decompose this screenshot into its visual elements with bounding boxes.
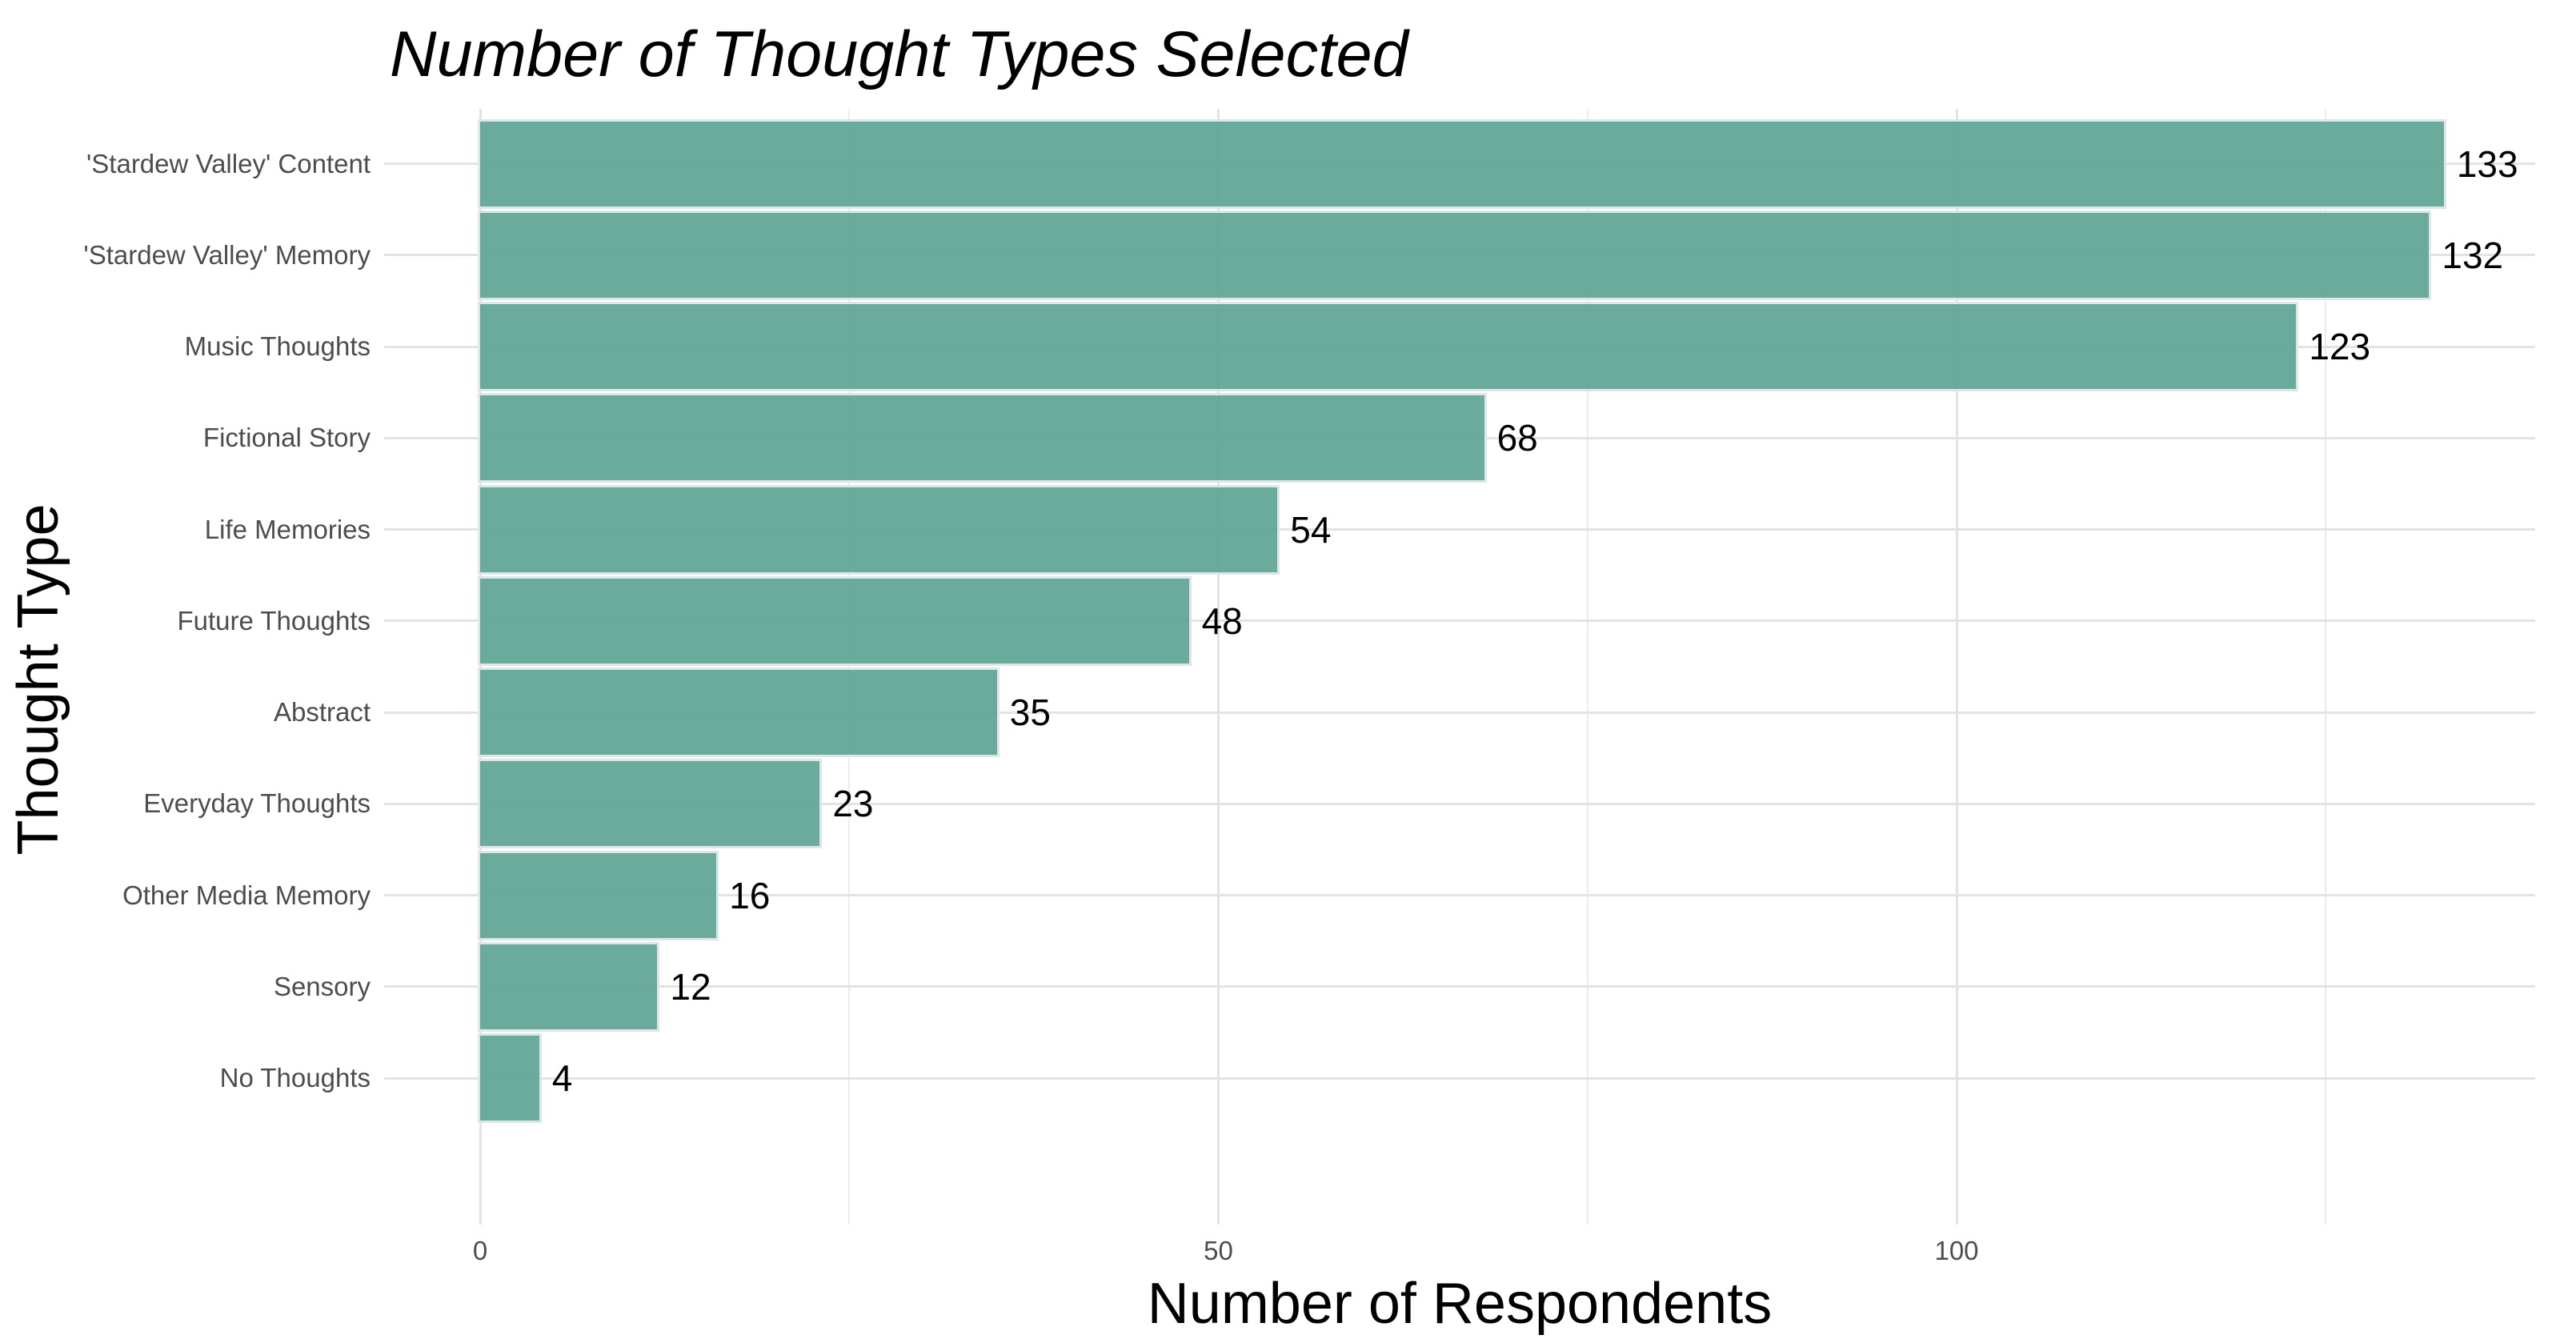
- chart-title: Number of Thought Types Selected: [390, 18, 1408, 90]
- x-major-gridline: [479, 109, 482, 1225]
- x-axis-title: Number of Respondents: [1147, 1272, 1773, 1336]
- bar-value-label: 133: [2456, 142, 2518, 185]
- x-major-gridline: [1217, 109, 1220, 1225]
- y-axis-category-label: 'Stardew Valley' Memory: [83, 239, 371, 270]
- y-major-gridline: [384, 985, 2535, 988]
- y-axis-category-label: Abstract: [273, 697, 371, 728]
- bar: [478, 667, 1000, 758]
- y-axis-category-label: 'Stardew Valley' Content: [86, 148, 371, 178]
- y-axis-category-label: Sensory: [273, 971, 371, 1001]
- y-axis-category-label: No Thoughts: [219, 1063, 371, 1093]
- bar: [478, 759, 823, 849]
- x-axis-tick-label: 100: [1934, 1236, 1979, 1265]
- bar-value-label: 23: [832, 783, 874, 825]
- y-axis-category-label: Life Memories: [204, 514, 371, 544]
- y-axis-title: Thought Type: [6, 503, 70, 856]
- x-axis-tick-label: 0: [472, 1236, 488, 1265]
- bar: [478, 1033, 542, 1124]
- y-major-gridline: [384, 528, 2535, 531]
- x-major-gridline: [1955, 109, 1958, 1225]
- bar-value-label: 54: [1290, 508, 1332, 551]
- bar-value-label: 12: [670, 965, 711, 1008]
- y-major-gridline: [384, 894, 2535, 897]
- bar: [478, 575, 1192, 666]
- bar-value-label: 16: [729, 874, 771, 916]
- x-minor-gridline: [848, 109, 851, 1225]
- bar-value-label: 132: [2442, 234, 2504, 276]
- y-axis-category-label: Future Thoughts: [177, 605, 371, 635]
- bar: [478, 302, 2299, 392]
- x-minor-gridline: [1586, 109, 1588, 1225]
- y-major-gridline: [384, 802, 2535, 805]
- bar: [478, 941, 660, 1032]
- bar-value-label: 35: [1009, 692, 1051, 734]
- y-major-gridline: [384, 711, 2535, 714]
- bar-value-label: 68: [1496, 417, 1538, 459]
- bar-value-label: 4: [551, 1057, 573, 1100]
- x-minor-gridline: [2325, 109, 2327, 1225]
- y-axis-category-label: Everyday Thoughts: [143, 788, 371, 819]
- y-axis-category-label: Music Thoughts: [184, 331, 371, 362]
- x-axis-tick-label: 50: [1204, 1236, 1233, 1265]
- bar: [478, 118, 2446, 209]
- bar-value-label: 48: [1201, 599, 1243, 642]
- bar-value-label: 123: [2309, 326, 2371, 368]
- y-major-gridline: [384, 1076, 2535, 1080]
- y-major-gridline: [384, 619, 2535, 623]
- bar: [478, 210, 2432, 300]
- y-axis-category-label: Fictional Story: [202, 423, 371, 453]
- y-axis-category-label: Other Media Memory: [122, 880, 371, 910]
- bar: [478, 850, 719, 940]
- bar: [478, 484, 1280, 575]
- bar: [478, 393, 1487, 483]
